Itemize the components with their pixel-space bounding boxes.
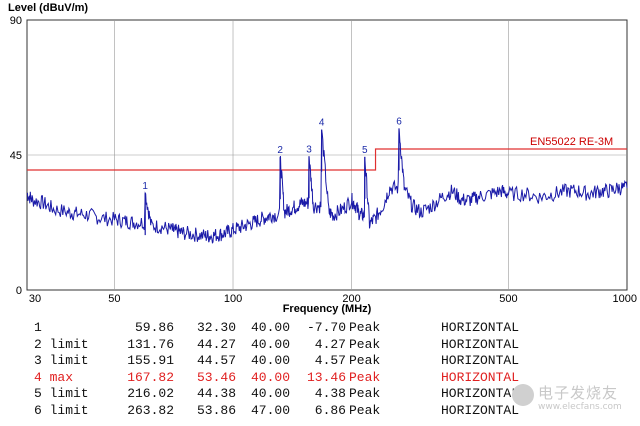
y-tick-labels: 0 45 90 xyxy=(10,15,22,297)
y-axis-label: Level (dBuV/m) xyxy=(8,2,88,14)
limit-line-label: EN55022 RE-3M xyxy=(530,136,613,148)
marker-level: 44.27 xyxy=(196,336,236,352)
marker-frequency: 167.82 xyxy=(127,369,174,385)
marker-margin: 13.46 xyxy=(306,369,346,385)
y-tick-label: 90 xyxy=(10,15,22,27)
marker-detector: Peak xyxy=(349,369,381,385)
marker-frequency: 59.86 xyxy=(134,320,174,335)
marker-table-row: 2 limit 131.76 44.27 40.00 4.27 Peak HORIZONTA… xyxy=(0,337,560,354)
marker-limit: 40.00 xyxy=(250,369,290,385)
marker-frequency: 263.82 xyxy=(127,402,174,418)
marker-polarization: HORIZONTAL xyxy=(441,336,520,352)
marker-limit: 40.00 xyxy=(250,386,290,401)
marker-label-2: 2 xyxy=(277,145,283,156)
marker-table-row: 6 limit 263.82 53.86 47.00 6.86 Peak HORIZONTA… xyxy=(0,403,560,420)
marker-table-row: 5 limit 216.02 44.38 40.00 4.38 Peak HORIZONTA… xyxy=(0,386,560,403)
marker-margin: 4.57 xyxy=(314,353,346,368)
marker-table-row: 3 limit 155.91 44.57 40.00 4.57 Peak HORIZONTA… xyxy=(0,353,560,370)
marker-table-row: 4 max 167.82 53.46 40.00 13.46 Peak HORIZONTAL xyxy=(0,370,560,387)
marker-margin: 6.86 xyxy=(314,402,346,418)
marker-polarization: HORIZONTAL xyxy=(441,369,520,385)
emission-trace xyxy=(26,128,628,244)
marker-polarization: HORIZONTAL xyxy=(441,320,520,335)
y-tick-label: 0 xyxy=(16,285,22,297)
x-tick-label: 30 xyxy=(29,293,41,305)
x-tick-label: 50 xyxy=(108,293,120,305)
x-tick-label: 100 xyxy=(224,293,242,305)
marker-detector: Peak xyxy=(349,353,381,368)
grid xyxy=(27,20,627,290)
marker-level: 53.86 xyxy=(196,402,236,418)
marker-detector: Peak xyxy=(349,402,381,418)
marker-index: 4 max xyxy=(34,369,74,385)
marker-margin: 4.27 xyxy=(314,336,346,352)
x-tick-label: 1000 xyxy=(613,293,637,305)
marker-level: 44.57 xyxy=(196,353,236,368)
marker-frequency: 131.76 xyxy=(127,336,174,352)
marker-polarization: HORIZONTAL xyxy=(441,353,520,368)
marker-label-3: 3 xyxy=(306,144,312,155)
marker-polarization: HORIZONTAL xyxy=(441,402,520,418)
marker-limit: 47.00 xyxy=(250,402,290,418)
marker-index: 2 limit xyxy=(34,336,89,352)
x-tick-label: 200 xyxy=(342,293,360,305)
marker-index: 5 limit xyxy=(34,386,89,401)
marker-detector: Peak xyxy=(349,320,381,335)
marker-detector: Peak xyxy=(349,386,381,401)
marker-label-5: 5 xyxy=(362,145,368,156)
marker-label-6: 6 xyxy=(396,116,402,127)
marker-index: 1 xyxy=(34,320,42,335)
marker-level: 53.46 xyxy=(196,369,236,385)
x-tick-label: 500 xyxy=(499,293,517,305)
watermark: 电子发烧友 www.elecfans.com xyxy=(508,378,638,422)
limit-line-path xyxy=(27,148,627,171)
x-axis-label: Frequency (MHz) xyxy=(283,303,372,315)
watermark-url: www.elecfans.com xyxy=(538,402,622,412)
x-tick-labels: 30 50 100 200 500 1000 xyxy=(29,293,637,305)
marker-label-4: 4 xyxy=(319,118,325,129)
marker-limit: 40.00 xyxy=(250,320,290,335)
marker-index: 6 limit xyxy=(34,402,89,418)
marker-polarization: HORIZONTAL xyxy=(441,386,520,401)
marker-limit: 40.00 xyxy=(250,353,290,368)
marker-frequency: 155.91 xyxy=(127,353,174,368)
watermark-text: 电子发烧友 xyxy=(538,384,619,402)
marker-frequency: 216.02 xyxy=(127,386,174,401)
marker-table-row: 1 59.86 32.30 40.00 -7.70 Peak HORIZONTAL xyxy=(0,320,560,337)
y-tick-label: 45 xyxy=(10,150,22,162)
marker-label-1: 1 xyxy=(142,181,148,192)
marker-limit: 40.00 xyxy=(250,336,290,352)
marker-level: 44.38 xyxy=(196,386,236,401)
marker-detector: Peak xyxy=(349,336,381,352)
marker-margin: -7.70 xyxy=(306,320,346,335)
marker-level: 32.30 xyxy=(196,320,236,335)
marker-labels: 1 2 3 4 5 6 xyxy=(142,116,402,192)
marker-margin: 4.38 xyxy=(314,386,346,401)
watermark-logo-icon xyxy=(512,384,534,406)
marker-index: 3 limit xyxy=(34,353,89,368)
